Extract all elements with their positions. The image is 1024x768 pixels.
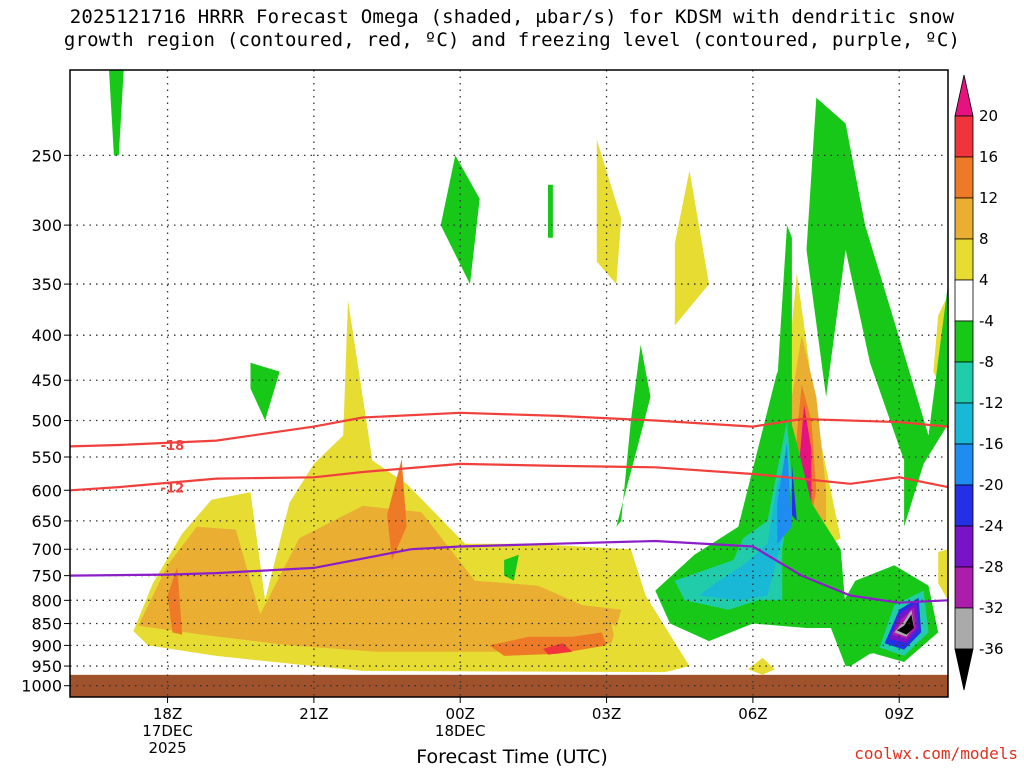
- omega-region-27: [699, 463, 787, 601]
- colorbar-label-2: 12: [979, 189, 998, 207]
- x-tick-label-8-1: 18DEC: [435, 722, 486, 740]
- x-tick-label-2-1: 17DEC: [142, 722, 193, 740]
- colorbar-bin-6: [954, 320, 974, 363]
- chart-title: 2025121716 HRRR Forecast Omega (shaded, …: [0, 6, 1024, 52]
- colorbar-bin-14: [954, 648, 974, 691]
- colorbar-label-5: -4: [979, 312, 994, 330]
- y-tick-label-450: 450: [31, 371, 62, 390]
- colorbar-bin-3: [954, 197, 974, 240]
- colorbar: 20 16 12 8 4 -4 -8 -12 -16 -20 -24 -28 -32 -36: [954, 74, 1004, 691]
- y-tick-label-750: 750: [31, 567, 62, 586]
- y-tick-label-250: 250: [31, 146, 62, 165]
- omega-region-11: [748, 657, 775, 675]
- y-tick-label-850: 850: [31, 615, 62, 634]
- y-tick-label-700: 700: [31, 540, 62, 559]
- grid-lines: [70, 70, 948, 697]
- colorbar-bin-5: [954, 279, 974, 322]
- contour-label-1: -12: [161, 481, 185, 496]
- x-axis-title: Forecast Time (UTC): [416, 746, 608, 768]
- colorbar-label-4: 4: [979, 271, 989, 289]
- y-tick-label-650: 650: [31, 512, 62, 531]
- contour-line-1: [70, 462, 948, 492]
- colorbar-label-3: 8: [979, 230, 989, 248]
- x-tick-label-2-0: 18Z: [153, 705, 182, 723]
- colorbar-bin-13: [954, 607, 974, 650]
- credit-text: coolwx.com/models: [854, 744, 1018, 763]
- colorbar-label-12: -32: [979, 599, 1004, 617]
- title-line-1: 2025121716 HRRR Forecast Omega (shaded, …: [69, 6, 955, 28]
- omega-region-13: [674, 170, 709, 326]
- omega-region-25: [504, 554, 519, 581]
- colorbar-bin-0: [954, 74, 974, 117]
- omega-region-5: [543, 643, 573, 655]
- contour-label-0: -18: [161, 439, 185, 454]
- contour-lines: -18 -12: [70, 411, 948, 604]
- y-tick-label-400: 400: [31, 326, 62, 345]
- contour-line-0: [70, 411, 948, 448]
- colorbar-label-1: 16: [979, 148, 998, 166]
- colorbar-label-0: 20: [979, 107, 998, 125]
- colorbar-bin-8: [954, 402, 974, 445]
- omega-region-22: [548, 184, 553, 238]
- y-tick-label-550: 550: [31, 448, 62, 467]
- surface-ground: [70, 674, 948, 697]
- contour-line-2: [70, 539, 948, 604]
- omega-region-17: [806, 97, 948, 527]
- omega-region-3: [387, 459, 407, 560]
- colorbar-label-10: -24: [979, 517, 1004, 535]
- colorbar-bin-9: [954, 443, 974, 486]
- colorbar-bin-2: [954, 156, 974, 199]
- omega-region-15: [938, 549, 948, 601]
- colorbar-bin-4: [954, 238, 974, 281]
- colorbar-bin-1: [954, 115, 974, 158]
- colorbar-label-8: -16: [979, 435, 1004, 453]
- omega-region-1: [138, 505, 622, 652]
- omega-region-23: [250, 362, 280, 421]
- colorbar-bin-7: [954, 361, 974, 404]
- omega-region-24: [109, 70, 124, 156]
- colorbar-label-9: -20: [979, 476, 1004, 494]
- plot-border: [69, 69, 949, 698]
- y-tick-label-950: 950: [31, 657, 62, 676]
- colorbar-label-7: -12: [979, 394, 1004, 412]
- omega-region-10: [611, 623, 627, 646]
- y-tick-label-350: 350: [31, 275, 62, 294]
- colorbar-bin-10: [954, 484, 974, 527]
- omega-region-0: [133, 300, 690, 673]
- y-tick-label-500: 500: [31, 412, 62, 431]
- omega-region-4: [489, 632, 607, 656]
- x-tick-label-11-0: 03Z: [592, 705, 621, 723]
- y-tick-label-900: 900: [31, 636, 62, 655]
- colorbar-bin-11: [954, 525, 974, 568]
- x-tick-label-14-0: 06Z: [738, 705, 767, 723]
- colorbar-bin-12: [954, 566, 974, 609]
- x-tick-label-2-2: 2025: [148, 739, 186, 757]
- surface-band: [70, 674, 948, 697]
- title-line-2: growth region (contoured, red, ºC) and f…: [63, 29, 961, 51]
- plot-frame: [69, 69, 949, 698]
- omega-region-36: [896, 614, 914, 635]
- omega-region-12: [596, 139, 622, 285]
- y-tick-label-800: 800: [31, 591, 62, 610]
- colorbar-label-11: -28: [979, 558, 1004, 576]
- y-tick-label-1000: 1000: [21, 677, 62, 696]
- colorbar-label-13: -36: [979, 640, 1004, 658]
- y-tick-label-300: 300: [31, 216, 62, 235]
- x-tick-label-8-0: 00Z: [446, 705, 475, 723]
- x-tick-label-17-0: 09Z: [885, 705, 914, 723]
- x-tick-label-5-0: 21Z: [299, 705, 328, 723]
- omega-region-19: [616, 344, 651, 527]
- omega-region-28: [777, 442, 792, 544]
- y-axis: 250 300 350 400 450 500 550 600 650 700 750 800 850 9…: [21, 146, 70, 696]
- colorbar-label-6: -8: [979, 353, 994, 371]
- y-tick-label-600: 600: [31, 481, 62, 500]
